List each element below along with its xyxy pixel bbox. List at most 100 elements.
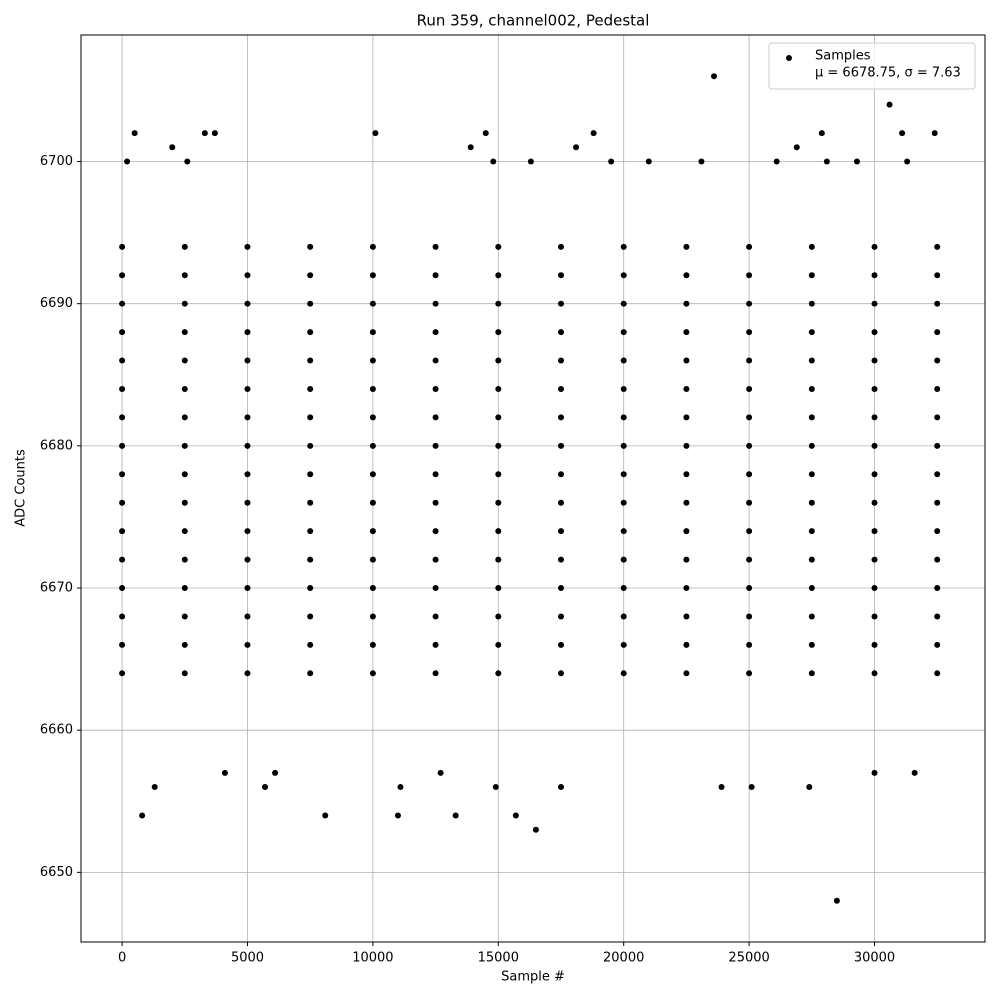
legend-label: Samples (815, 49, 871, 64)
point (808, 414, 815, 421)
point (558, 329, 565, 336)
point (119, 385, 126, 392)
y-tick-label: 6660 (40, 723, 73, 738)
point (934, 471, 941, 478)
point (181, 329, 188, 336)
point (151, 784, 158, 791)
point (369, 585, 376, 592)
point (432, 414, 439, 421)
point (244, 585, 251, 592)
point (620, 414, 627, 421)
point (806, 784, 813, 791)
point (558, 784, 565, 791)
point (558, 442, 565, 449)
point (899, 130, 906, 137)
point (683, 357, 690, 364)
point (748, 784, 755, 791)
point (683, 414, 690, 421)
point (307, 528, 314, 535)
point (307, 442, 314, 449)
point (808, 357, 815, 364)
point (558, 556, 565, 563)
point (432, 471, 439, 478)
point (746, 585, 753, 592)
point (482, 130, 489, 137)
point (710, 73, 717, 80)
point (307, 329, 314, 336)
y-tick-label: 6700 (40, 154, 73, 169)
point (119, 471, 126, 478)
point (833, 897, 840, 904)
point (432, 499, 439, 506)
point (886, 101, 893, 108)
point (244, 300, 251, 307)
point (181, 442, 188, 449)
x-tick-label: 15000 (478, 951, 519, 966)
point (871, 769, 878, 776)
point (871, 414, 878, 421)
point (746, 556, 753, 563)
point (746, 528, 753, 535)
point (221, 769, 228, 776)
point (558, 357, 565, 364)
point (119, 641, 126, 648)
point (746, 613, 753, 620)
point (181, 471, 188, 478)
point (495, 442, 502, 449)
y-tick-label: 6680 (40, 438, 73, 453)
point (432, 585, 439, 592)
point (119, 442, 126, 449)
x-tick-label: 20000 (603, 951, 644, 966)
chart-title: Run 359, channel002, Pedestal (417, 12, 650, 30)
point (244, 272, 251, 279)
point (911, 769, 918, 776)
point (307, 585, 314, 592)
point (244, 243, 251, 250)
point (181, 385, 188, 392)
point (432, 442, 439, 449)
point (558, 300, 565, 307)
point (620, 613, 627, 620)
point (934, 442, 941, 449)
point (397, 784, 404, 791)
point (808, 442, 815, 449)
point (119, 272, 126, 279)
x-tick-label: 0 (118, 951, 126, 966)
point (746, 329, 753, 336)
point (808, 243, 815, 250)
point (934, 670, 941, 677)
point (808, 471, 815, 478)
point (495, 670, 502, 677)
point (871, 272, 878, 279)
point (184, 158, 191, 165)
point (432, 300, 439, 307)
point (244, 556, 251, 563)
point (620, 641, 627, 648)
point (307, 670, 314, 677)
point (746, 641, 753, 648)
point (746, 243, 753, 250)
legend-note: μ = 6678.75, σ = 7.63 (815, 66, 961, 81)
point (244, 528, 251, 535)
point (558, 585, 565, 592)
point (934, 528, 941, 535)
point (181, 243, 188, 250)
point (181, 414, 188, 421)
point (558, 613, 565, 620)
point (871, 499, 878, 506)
point (746, 385, 753, 392)
point (495, 385, 502, 392)
point (934, 243, 941, 250)
point (620, 556, 627, 563)
point (871, 243, 878, 250)
point (558, 385, 565, 392)
point (495, 641, 502, 648)
point (683, 499, 690, 506)
point (119, 357, 126, 364)
point (307, 385, 314, 392)
point (432, 243, 439, 250)
point (558, 471, 565, 478)
point (573, 144, 580, 151)
